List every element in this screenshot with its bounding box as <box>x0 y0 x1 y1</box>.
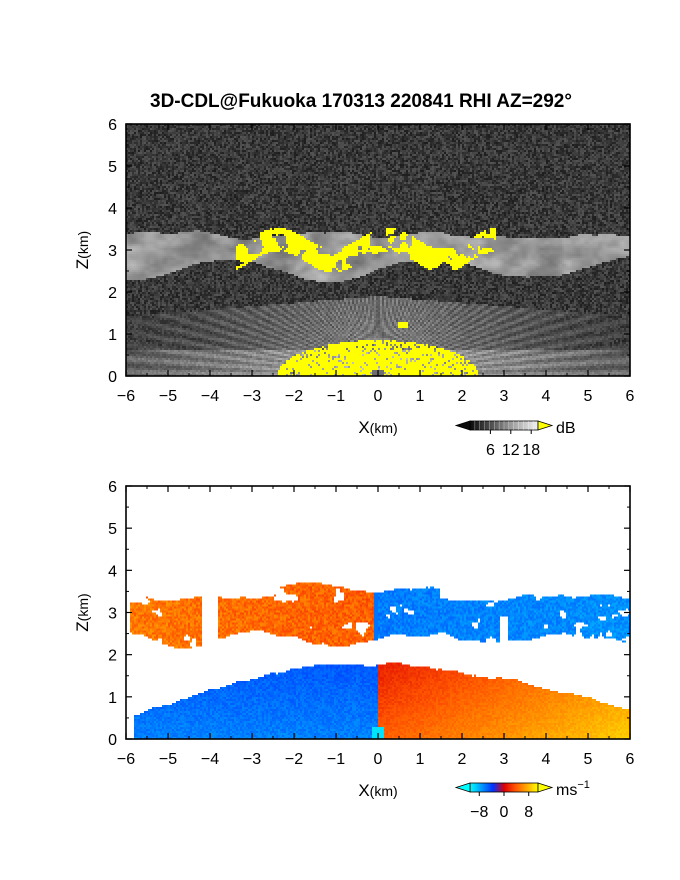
x-tick-label: 5 <box>584 388 593 405</box>
colorbar-unit: dB <box>556 420 576 437</box>
y-axis-label-unit: (km) <box>75 231 91 259</box>
y-tick-label: 5 <box>108 159 117 176</box>
x-tick-label: −3 <box>243 388 261 405</box>
x-tick-label: −4 <box>201 751 219 768</box>
heatmap-field <box>126 486 630 739</box>
colorbar-high-arrow <box>537 782 554 793</box>
colorbar-unit: ms−1 <box>556 779 590 799</box>
colorbar-unit-text: dB <box>556 420 576 437</box>
y-tick-label: 2 <box>108 648 117 665</box>
colorbar-low-arrow <box>454 782 471 793</box>
colorbar-tick-label: −8 <box>470 804 488 821</box>
x-axis-label-name: X <box>358 781 369 800</box>
y-axis-label-unit: (km) <box>75 593 91 621</box>
x-tick-label: −4 <box>201 388 219 405</box>
y-tick-label: 3 <box>108 243 117 260</box>
x-axis-label-unit: (km) <box>370 783 398 799</box>
x-tick-label: −2 <box>285 388 303 405</box>
colorbar: 6 12 18 dB <box>454 420 576 459</box>
x-tick-label: 0 <box>374 388 383 405</box>
x-tick-label: −5 <box>159 751 177 768</box>
x-tick-label: −1 <box>327 751 345 768</box>
x-tick-label: −6 <box>117 751 135 768</box>
y-tick-label: 0 <box>108 369 117 386</box>
x-tick-label: −2 <box>285 751 303 768</box>
x-tick-label: 4 <box>542 751 551 768</box>
y-tick-label: 1 <box>108 690 117 707</box>
y-tick-label: 4 <box>108 201 117 218</box>
x-tick-label: 1 <box>416 388 425 405</box>
colorbar-low-arrow <box>454 420 471 431</box>
x-axis-label: X(km) <box>358 781 397 800</box>
colorbar-tick-label: 18 <box>522 442 540 459</box>
y-tick-label: 3 <box>108 606 117 623</box>
x-tick-label: −5 <box>159 388 177 405</box>
x-tick-label: 4 <box>542 388 551 405</box>
colorbar: −8 0 8 ms−1 <box>454 779 590 821</box>
y-axis-label-name: Z <box>73 621 92 631</box>
x-axis-label-name: X <box>358 418 369 437</box>
colorbar-tick-label: 12 <box>502 442 520 459</box>
x-tick-label: 5 <box>584 751 593 768</box>
x-tick-label: −6 <box>117 388 135 405</box>
colorbar-body <box>469 782 539 793</box>
heatmap-field <box>126 124 630 376</box>
figure-title: 3D-CDL@Fukuoka 170313 220841 RHI AZ=292° <box>150 91 572 112</box>
y-tick-label: 6 <box>108 479 117 496</box>
x-tick-label: 2 <box>458 388 467 405</box>
y-tick-label: 5 <box>108 521 117 538</box>
x-tick-label: 3 <box>500 388 509 405</box>
x-tick-label: 0 <box>374 751 383 768</box>
colorbar-high-arrow <box>537 420 554 431</box>
y-axis-label-name: Z <box>73 259 92 269</box>
y-tick-label: 0 <box>108 732 117 749</box>
y-tick-label: 4 <box>108 563 117 580</box>
x-tick-label: 6 <box>626 388 635 405</box>
colorbar-tick-label: 0 <box>500 804 509 821</box>
y-axis-label: Z(km) <box>73 231 92 269</box>
y-tick-label: 1 <box>108 327 117 344</box>
colorbar-tick-label: 6 <box>486 442 495 459</box>
x-tick-label: 3 <box>500 751 509 768</box>
colorbar-unit-text: ms <box>556 782 577 799</box>
x-tick-label: −3 <box>243 751 261 768</box>
x-axis-label: X(km) <box>358 418 397 437</box>
y-tick-label: 6 <box>108 117 117 134</box>
y-tick-label: 2 <box>108 285 117 302</box>
colorbar-unit-exponent: −1 <box>577 779 590 791</box>
x-tick-label: 6 <box>626 751 635 768</box>
x-tick-label: −1 <box>327 388 345 405</box>
x-tick-label: 1 <box>416 751 425 768</box>
y-axis-label: Z(km) <box>73 593 92 631</box>
x-axis-label-unit: (km) <box>370 420 398 436</box>
x-tick-label: 2 <box>458 751 467 768</box>
colorbar-tick-label: 8 <box>524 804 533 821</box>
